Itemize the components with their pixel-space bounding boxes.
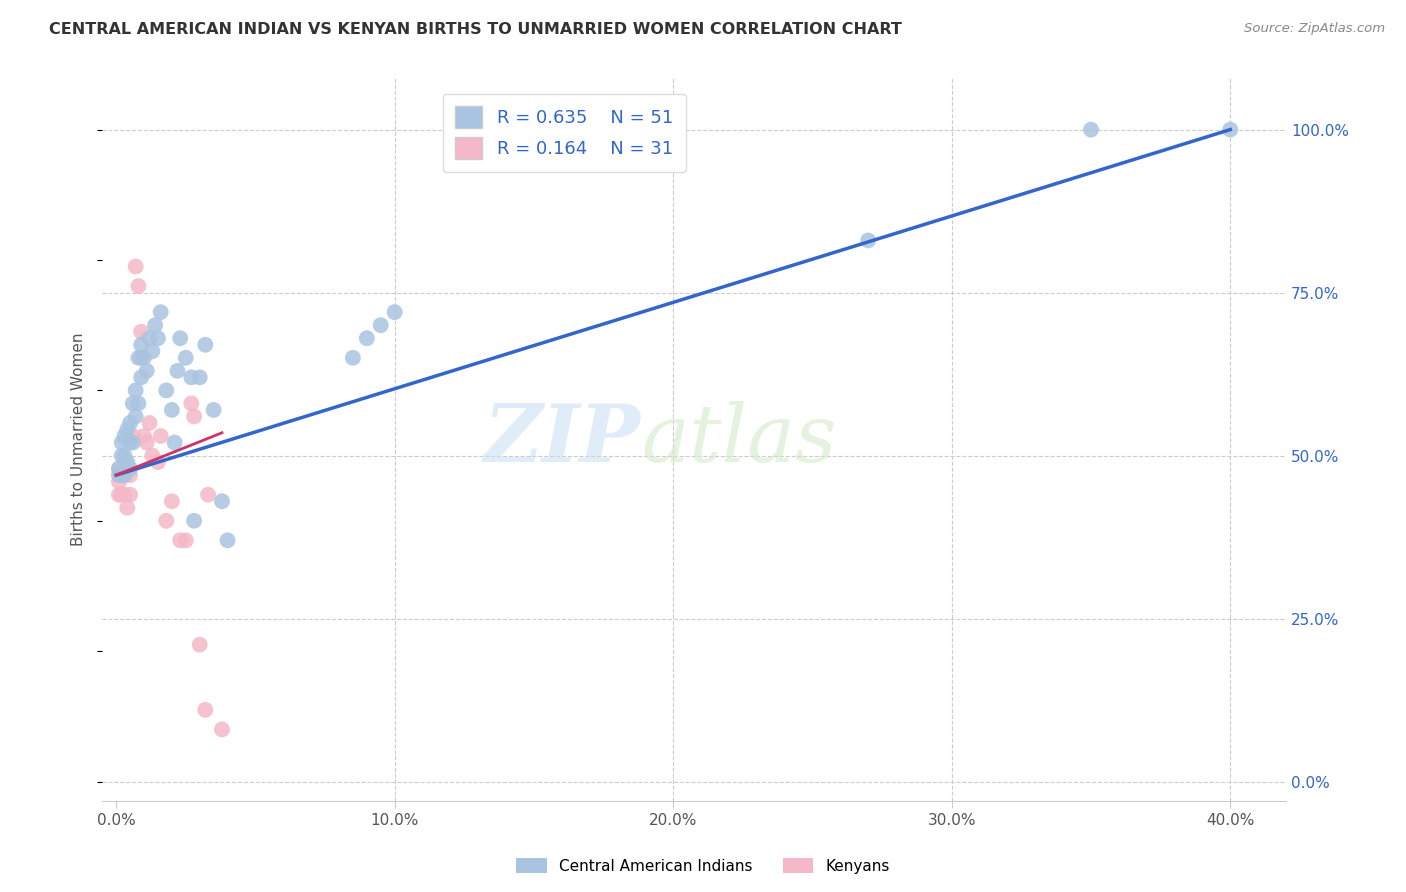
Point <box>160 403 183 417</box>
Point <box>120 416 142 430</box>
Point <box>117 455 139 469</box>
Point <box>211 494 233 508</box>
Point <box>149 429 172 443</box>
Point <box>211 723 233 737</box>
Point <box>132 351 155 365</box>
Point <box>111 468 134 483</box>
Point <box>138 331 160 345</box>
Y-axis label: Births to Unmarried Women: Births to Unmarried Women <box>72 333 86 546</box>
Point <box>127 396 149 410</box>
Point <box>174 351 197 365</box>
Point <box>217 533 239 548</box>
Point <box>132 429 155 443</box>
Point <box>135 364 157 378</box>
Legend: R = 0.635    N = 51, R = 0.164    N = 31: R = 0.635 N = 51, R = 0.164 N = 31 <box>443 94 686 172</box>
Point <box>356 331 378 345</box>
Point <box>108 468 131 483</box>
Point <box>108 488 131 502</box>
Point <box>194 337 217 351</box>
Point <box>114 488 136 502</box>
Point <box>180 370 202 384</box>
Point <box>124 384 146 398</box>
Point <box>117 500 139 515</box>
Point <box>120 435 142 450</box>
Text: ZIP: ZIP <box>484 401 641 478</box>
Point <box>606 122 628 136</box>
Point <box>120 488 142 502</box>
Point <box>169 533 191 548</box>
Point <box>146 455 169 469</box>
Point <box>163 435 186 450</box>
Point <box>183 514 205 528</box>
Point <box>117 423 139 437</box>
Point <box>202 403 225 417</box>
Point <box>111 435 134 450</box>
Point <box>141 344 163 359</box>
Point <box>138 416 160 430</box>
Point <box>114 468 136 483</box>
Point <box>114 468 136 483</box>
Point <box>620 122 643 136</box>
Point <box>370 318 392 333</box>
Point <box>183 409 205 424</box>
Point <box>111 449 134 463</box>
Point <box>127 351 149 365</box>
Text: atlas: atlas <box>641 401 837 478</box>
Point <box>149 305 172 319</box>
Point <box>111 488 134 502</box>
Point <box>384 305 406 319</box>
Point <box>129 351 152 365</box>
Legend: Central American Indians, Kenyans: Central American Indians, Kenyans <box>510 852 896 880</box>
Point <box>121 396 143 410</box>
Point <box>166 364 188 378</box>
Point <box>146 331 169 345</box>
Point <box>1219 122 1241 136</box>
Point <box>141 449 163 463</box>
Point <box>1080 122 1102 136</box>
Point <box>124 260 146 274</box>
Point <box>108 475 131 489</box>
Point <box>129 325 152 339</box>
Point <box>160 494 183 508</box>
Point <box>124 409 146 424</box>
Point <box>155 384 177 398</box>
Point <box>592 122 614 136</box>
Point <box>120 468 142 483</box>
Point <box>174 533 197 548</box>
Point <box>194 703 217 717</box>
Point <box>856 234 879 248</box>
Point <box>120 461 142 475</box>
Point <box>155 514 177 528</box>
Point <box>135 435 157 450</box>
Point <box>121 435 143 450</box>
Point <box>129 337 152 351</box>
Point <box>188 638 211 652</box>
Point <box>578 122 600 136</box>
Point <box>129 370 152 384</box>
Text: CENTRAL AMERICAN INDIAN VS KENYAN BIRTHS TO UNMARRIED WOMEN CORRELATION CHART: CENTRAL AMERICAN INDIAN VS KENYAN BIRTHS… <box>49 22 903 37</box>
Point <box>180 396 202 410</box>
Point <box>143 318 166 333</box>
Point <box>114 429 136 443</box>
Point <box>121 429 143 443</box>
Point <box>188 370 211 384</box>
Point <box>127 279 149 293</box>
Point <box>108 461 131 475</box>
Text: Source: ZipAtlas.com: Source: ZipAtlas.com <box>1244 22 1385 36</box>
Point <box>342 351 364 365</box>
Point <box>114 449 136 463</box>
Point <box>108 461 131 475</box>
Point <box>169 331 191 345</box>
Point <box>197 488 219 502</box>
